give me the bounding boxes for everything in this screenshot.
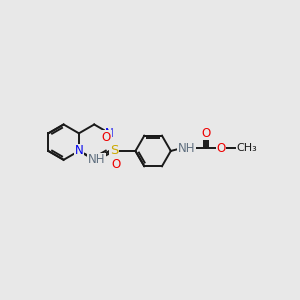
- Text: O: O: [202, 127, 211, 140]
- Text: O: O: [112, 158, 121, 171]
- Text: S: S: [110, 145, 118, 158]
- Text: O: O: [102, 131, 111, 144]
- Text: NH: NH: [88, 153, 105, 166]
- Text: NH: NH: [178, 142, 195, 155]
- Text: O: O: [217, 142, 226, 155]
- Text: N: N: [105, 127, 114, 140]
- Text: CH₃: CH₃: [236, 143, 257, 153]
- Text: N: N: [75, 145, 83, 158]
